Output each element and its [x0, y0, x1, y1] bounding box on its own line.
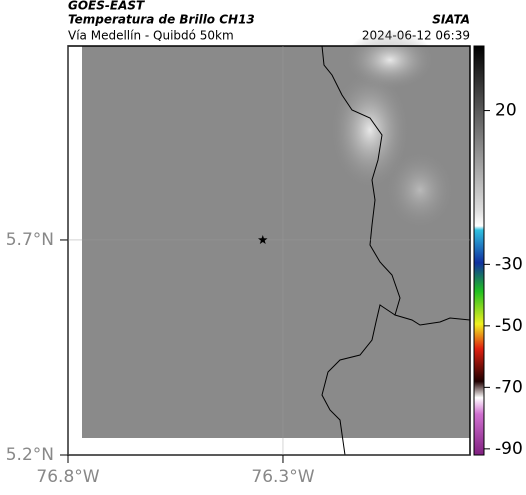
- bright-cloud: [330, 70, 410, 190]
- colorbar-tick-label: -90: [495, 439, 523, 459]
- subtitle: Vía Medellín - Quibdó 50km: [68, 29, 234, 43]
- location-marker: [258, 235, 268, 244]
- colorbar-tick-label: -30: [495, 254, 523, 274]
- colorbar-tick-label: 20: [495, 101, 517, 121]
- agency: SIATA: [432, 13, 470, 27]
- lat-tick-label: 5.2°N: [6, 445, 54, 465]
- border: [321, 45, 471, 326]
- border: [321, 304, 396, 456]
- source: GOES-EAST: [68, 0, 145, 13]
- lon-tick-label: 76.8°W: [36, 467, 99, 487]
- colorbar: [473, 45, 485, 456]
- colorbar-tick-label: -70: [495, 377, 523, 397]
- colorbar-tick-label: -50: [495, 316, 523, 336]
- image-area: [82, 46, 470, 438]
- satellite-image: [82, 30, 471, 456]
- bright-cloud: [385, 150, 455, 230]
- lat-tick-label: 5.7°N: [6, 230, 54, 250]
- title: Temperatura de Brillo CH13: [68, 13, 255, 27]
- bright-cloud: [345, 30, 435, 90]
- lon-tick-label: 76.3°W: [251, 467, 314, 487]
